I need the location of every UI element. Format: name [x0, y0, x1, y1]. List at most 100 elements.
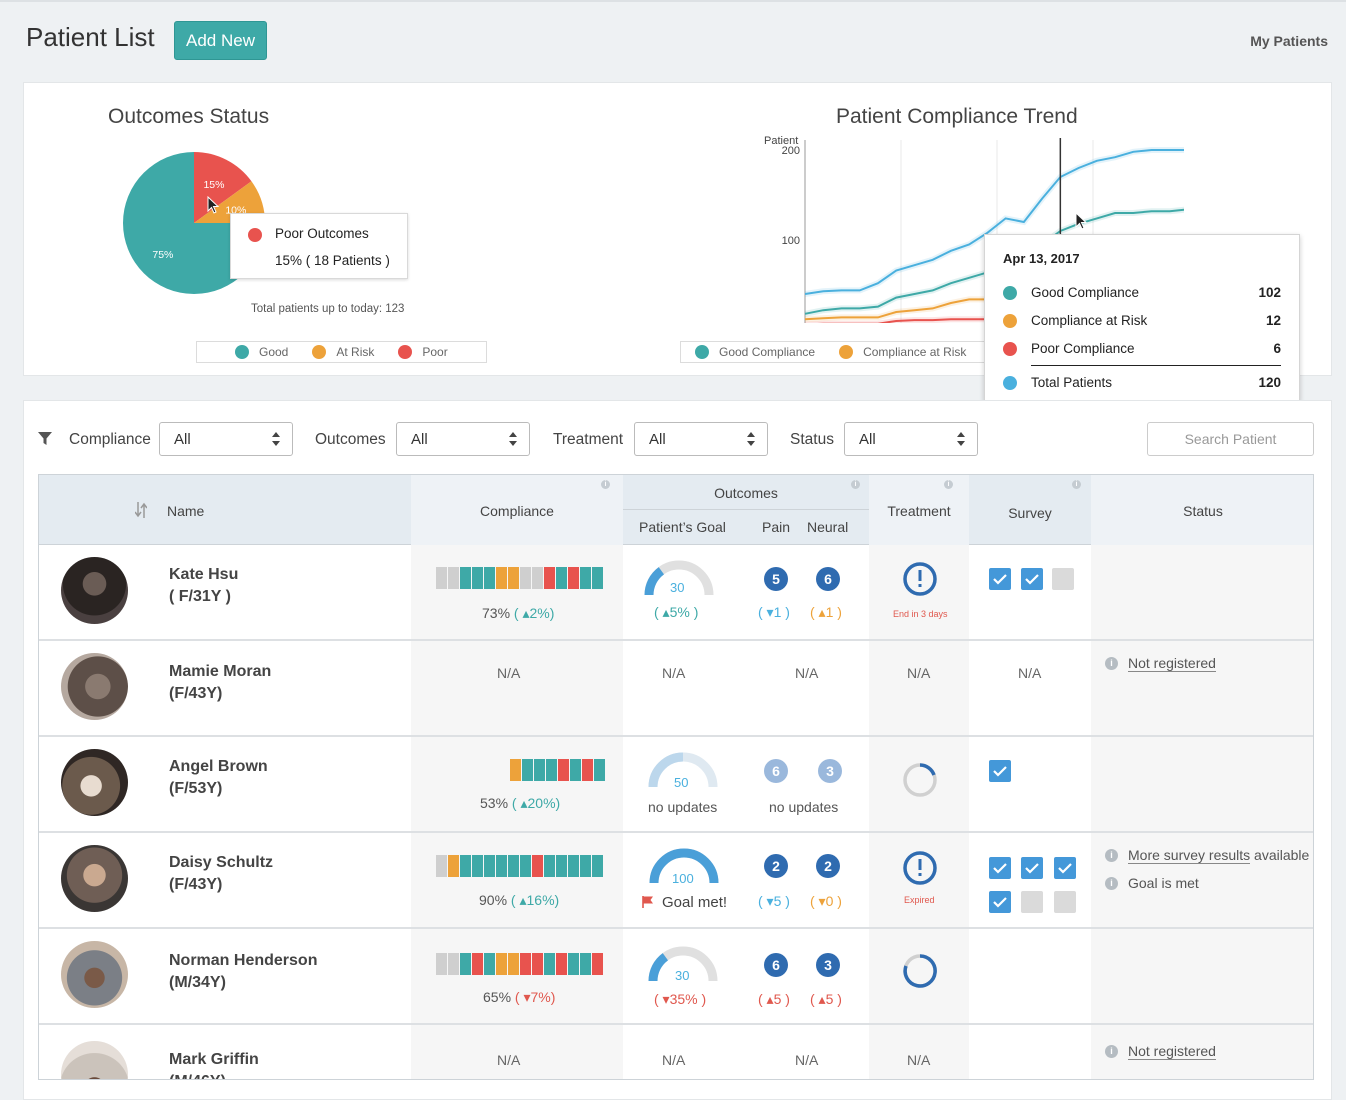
tooltip-row-risk: Compliance at Risk 12 — [1003, 313, 1281, 328]
outcomes-info-icon[interactable]: i — [851, 480, 860, 489]
status-survey-results[interactable]: More survey results available — [1128, 847, 1309, 864]
table-row[interactable]: Daisy Schultz (F/43Y) 90% ( ▴16%) 100 Goa… — [39, 833, 1313, 929]
survey-header[interactable]: Survey — [1008, 505, 1052, 521]
table-row[interactable]: Mamie Moran (F/43Y) N/A N/A N/A N/A N/A i… — [39, 641, 1313, 737]
patient-name[interactable]: Mark Griffin (M/46Y) — [169, 1049, 259, 1079]
compliance-header[interactable]: Compliance — [480, 503, 554, 519]
gauge-fill — [649, 848, 719, 884]
compliance-bar-segment — [448, 855, 459, 877]
legend-good[interactable]: Good — [235, 345, 288, 359]
patients-goal-header[interactable]: Patient’s Goal — [639, 519, 726, 535]
search-patient-input[interactable]: Search Patient — [1147, 422, 1314, 456]
outcomes-pie-chart[interactable]: 15%10%75% — [122, 151, 267, 296]
outcomes-title: Outcomes Status — [108, 105, 270, 128]
check-icon — [993, 766, 1007, 777]
tooltip-row-label: Good Compliance — [1031, 285, 1140, 300]
status-link[interactable]: Not registered — [1128, 1043, 1216, 1060]
compliance-bar-segment — [484, 953, 495, 975]
survey-info-icon[interactable]: i — [1072, 480, 1081, 489]
treatment-alert-icon[interactable] — [902, 850, 938, 886]
compliance-bar-segment — [460, 953, 471, 975]
add-new-button[interactable]: Add New — [174, 21, 267, 60]
tooltip-row-value: 102 — [1258, 285, 1281, 300]
survey-checkbox[interactable] — [1052, 568, 1074, 590]
neural-delta: ( ▴5 ) — [810, 991, 842, 1007]
pie-slice-good[interactable] — [123, 152, 265, 294]
status-link-text[interactable]: More survey results — [1128, 847, 1251, 864]
compliance-percent: 65% ( ▾7%) — [483, 989, 555, 1006]
table-row[interactable]: Norman Henderson (M/34Y) 65% ( ▾7%) 30 ( … — [39, 929, 1313, 1025]
compliance-bar-segment — [532, 855, 543, 877]
compliance-select[interactable]: All — [159, 422, 293, 456]
patient-name[interactable]: Angel Brown (F/53Y) — [169, 756, 268, 800]
pct-value: 65% — [483, 989, 512, 1005]
legend-poor[interactable]: Poor — [398, 345, 448, 359]
my-patients-link[interactable]: My Patients — [1250, 33, 1328, 49]
select-arrows-icon — [747, 432, 755, 446]
status-header[interactable]: Status — [1183, 503, 1223, 519]
neural-delta-value: 0 — [825, 893, 834, 909]
goal-gauge — [648, 752, 718, 788]
goal-delta: ( ▴5% ) — [654, 604, 699, 620]
survey-checkbox[interactable] — [1054, 891, 1076, 913]
survey-checkbox[interactable] — [1021, 891, 1043, 913]
survey-checkbox[interactable] — [989, 760, 1011, 782]
name-header[interactable]: Name — [167, 503, 205, 519]
treatment-header[interactable]: Treatment — [887, 503, 951, 519]
compliance-bars — [510, 759, 605, 781]
patient-name[interactable]: Norman Henderson (M/34Y) — [169, 950, 317, 994]
legend-compliance-at-risk[interactable]: Compliance at Risk — [839, 345, 966, 359]
survey-checkbox[interactable] — [1021, 568, 1043, 590]
status-link[interactable]: Not registered — [1128, 655, 1216, 672]
treatment-info-icon[interactable]: i — [944, 480, 953, 489]
treatment-alert-icon[interactable] — [902, 561, 938, 597]
compliance-bar-segment — [568, 567, 579, 589]
tooltip-row-value: 120 — [1258, 375, 1281, 390]
pie-tooltip: Poor Outcomes 15% ( 18 Patients ) — [230, 213, 408, 279]
compliance-bar-segment — [580, 855, 591, 877]
treatment-select[interactable]: All — [634, 422, 768, 456]
tooltip-dot — [1003, 313, 1017, 328]
patient-name-text: Mark Griffin — [169, 1051, 259, 1068]
series-line-total-patients[interactable] — [804, 149, 1184, 295]
pie-slice-at-risk[interactable] — [194, 181, 265, 223]
legend-good-compliance[interactable]: Good Compliance — [695, 345, 815, 359]
legend-label: At Risk — [336, 345, 375, 359]
patient-name[interactable]: Mamie Moran (F/43Y) — [169, 661, 271, 705]
table-row[interactable]: Mark Griffin (M/46Y) N/A N/A N/A N/A i No… — [39, 1025, 1313, 1079]
treatment-progress-icon[interactable] — [902, 953, 938, 989]
trend-legend: Good Compliance Compliance at Risk — [680, 341, 1010, 363]
compliance-bars — [436, 953, 603, 975]
treatment-progress-icon[interactable] — [902, 762, 938, 798]
pct-delta-value: 16% — [526, 892, 555, 908]
sort-icon[interactable] — [135, 502, 147, 518]
neural-header[interactable]: Neural — [807, 519, 849, 535]
compliance-bar-segment — [460, 567, 471, 589]
avatar — [61, 941, 128, 1008]
compliance-column-bg — [411, 545, 623, 1079]
outcomes-select[interactable]: All — [396, 422, 530, 456]
patient-name[interactable]: Daisy Schultz (F/43Y) — [169, 852, 273, 896]
survey-checkbox[interactable] — [989, 568, 1011, 590]
legend-at-risk[interactable]: At Risk — [312, 345, 374, 359]
goal-note: no updates — [648, 799, 718, 815]
compliance-bar-segment — [556, 855, 567, 877]
survey-checkbox[interactable] — [1021, 857, 1043, 879]
survey-checkbox[interactable] — [1054, 857, 1076, 879]
compliance-info-icon[interactable]: i — [601, 480, 610, 489]
table-header: Name Compliance i Outcomes i Patient’s G… — [39, 475, 1313, 545]
table-row[interactable]: Kate Hsu( F/31Y ) 73% ( ▴2%) 30 ( ▴5% ) … — [39, 545, 1313, 641]
goal-value: 30 — [675, 968, 690, 983]
table-row[interactable]: Angel Brown (F/53Y) 53% ( ▴20%) 50 no upd… — [39, 737, 1313, 833]
tooltip-value: 15% ( 18 Patients ) — [275, 253, 390, 268]
trend-title: Patient Compliance Trend — [836, 105, 1078, 128]
patient-demographics: (M/46Y) — [169, 1071, 259, 1079]
survey-checkbox[interactable] — [989, 857, 1011, 879]
pct-value: 90% — [479, 892, 508, 908]
patient-name[interactable]: Kate Hsu ( F/31Y ) — [169, 564, 238, 608]
status-select[interactable]: All — [844, 422, 978, 456]
survey-checkbox[interactable] — [989, 891, 1011, 913]
pain-header[interactable]: Pain — [762, 519, 791, 535]
compliance-bar-segment — [448, 567, 459, 589]
pain-delta-value: 5 — [773, 991, 782, 1007]
